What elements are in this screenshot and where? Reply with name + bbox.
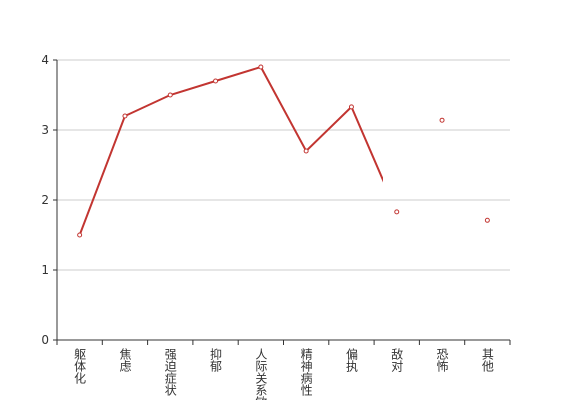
x-tick-label: 抑郁 xyxy=(209,347,223,373)
x-tick-label: 恐怖 xyxy=(435,348,449,372)
x-tick-label: 焦虑 xyxy=(118,348,132,372)
point xyxy=(439,117,445,123)
y-tick-label: 3 xyxy=(41,123,49,137)
y-tick-label: 0 xyxy=(41,333,49,347)
y-tick-label: 1 xyxy=(41,263,49,277)
x-tick-label: 躯体化 xyxy=(73,347,87,385)
line xyxy=(78,65,383,236)
y-tick-label: 2 xyxy=(41,193,49,207)
point xyxy=(484,217,490,223)
point xyxy=(348,104,354,110)
point xyxy=(213,78,219,84)
x-tick-label: 精神病性 xyxy=(299,348,313,397)
x-tick-label: 敌对 xyxy=(390,347,404,372)
x-tick-label: 强迫症状 xyxy=(163,348,177,396)
point xyxy=(122,113,128,119)
y-tick-label: 4 xyxy=(41,53,49,67)
point xyxy=(394,209,400,215)
point xyxy=(77,232,83,238)
x-tick-label: 其他 xyxy=(480,348,494,372)
point xyxy=(167,92,173,98)
point xyxy=(258,64,264,70)
x-tick-label: 人际关系敏感 xyxy=(254,348,268,400)
point xyxy=(303,148,309,154)
x-tick-label: 偏执 xyxy=(344,347,358,373)
